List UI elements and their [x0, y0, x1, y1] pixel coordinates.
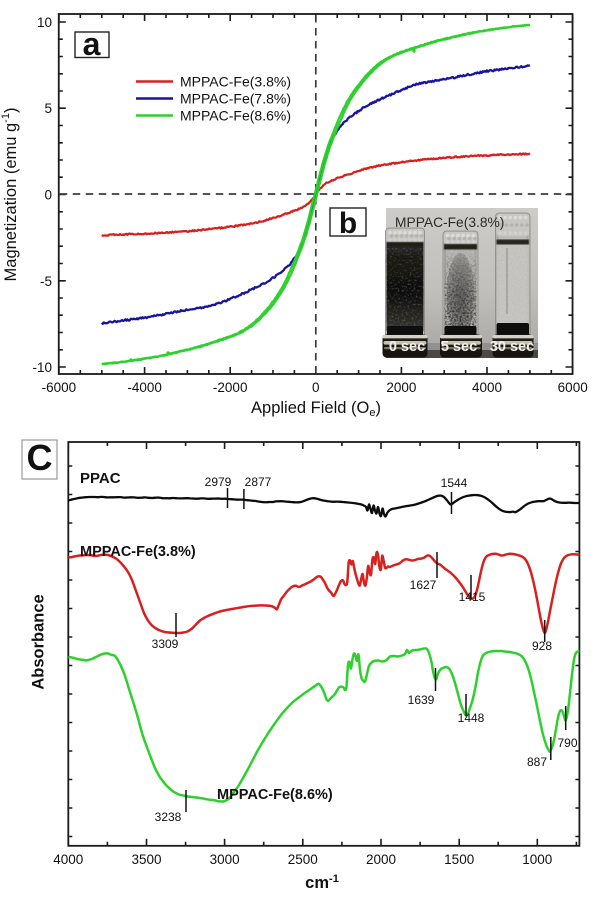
svg-text:3500: 3500 — [131, 852, 161, 867]
svg-text:1639: 1639 — [408, 693, 435, 707]
svg-text:2000: 2000 — [366, 852, 396, 867]
svg-text:0 sec: 0 sec — [389, 339, 425, 355]
svg-text:2979: 2979 — [205, 475, 232, 489]
svg-text:-10: -10 — [32, 360, 52, 375]
svg-text:1448: 1448 — [458, 711, 485, 725]
svg-text:MPPAC-Fe(3.8%): MPPAC-Fe(3.8%) — [395, 215, 504, 230]
svg-text:1500: 1500 — [444, 852, 474, 867]
svg-text:928: 928 — [532, 639, 552, 653]
svg-text:MPPAC-Fe(3.8%): MPPAC-Fe(3.8%) — [80, 544, 196, 560]
svg-text:1544: 1544 — [441, 476, 468, 490]
svg-text:-4000: -4000 — [127, 380, 162, 395]
svg-text:6000: 6000 — [558, 380, 588, 395]
svg-text:MPPAC-Fe(3.8%): MPPAC-Fe(3.8%) — [180, 74, 291, 90]
svg-text:Applied Field (Oe): Applied Field (Oe) — [251, 399, 381, 419]
svg-text:Absorbance: Absorbance — [30, 594, 48, 689]
svg-text:1000: 1000 — [522, 852, 552, 867]
svg-text:790: 790 — [557, 736, 577, 750]
svg-text:MPPAC-Fe(8.6%): MPPAC-Fe(8.6%) — [180, 108, 291, 124]
svg-text:-6000: -6000 — [42, 380, 77, 395]
svg-text:5: 5 — [44, 101, 52, 116]
svg-text:887: 887 — [527, 755, 547, 769]
svg-text:Magnetization (emu g-1): Magnetization (emu g-1) — [0, 108, 20, 282]
svg-text:2877: 2877 — [245, 475, 272, 489]
svg-text:30 sec: 30 sec — [490, 339, 534, 355]
svg-text:2000: 2000 — [386, 380, 416, 395]
svg-text:10: 10 — [37, 15, 52, 30]
svg-text:C: C — [27, 437, 53, 478]
svg-text:2500: 2500 — [288, 852, 318, 867]
svg-text:1627: 1627 — [410, 578, 437, 592]
svg-text:3309: 3309 — [152, 637, 179, 651]
svg-text:b: b — [339, 207, 357, 240]
svg-text:MPPAC-Fe(8.6%): MPPAC-Fe(8.6%) — [217, 787, 333, 803]
svg-text:0: 0 — [312, 380, 320, 395]
svg-text:a: a — [83, 26, 101, 62]
svg-text:1415: 1415 — [459, 590, 486, 604]
svg-text:3238: 3238 — [155, 810, 182, 824]
svg-text:4000: 4000 — [53, 852, 83, 867]
svg-text:-2000: -2000 — [213, 380, 248, 395]
svg-text:5 sec: 5 sec — [441, 339, 477, 355]
svg-text:3000: 3000 — [210, 852, 240, 867]
svg-text:-5: -5 — [40, 274, 52, 289]
svg-text:0: 0 — [44, 188, 52, 203]
svg-text:MPPAC-Fe(7.8%): MPPAC-Fe(7.8%) — [180, 91, 291, 107]
svg-text:4000: 4000 — [472, 380, 502, 395]
svg-text:PPAC: PPAC — [80, 470, 121, 487]
